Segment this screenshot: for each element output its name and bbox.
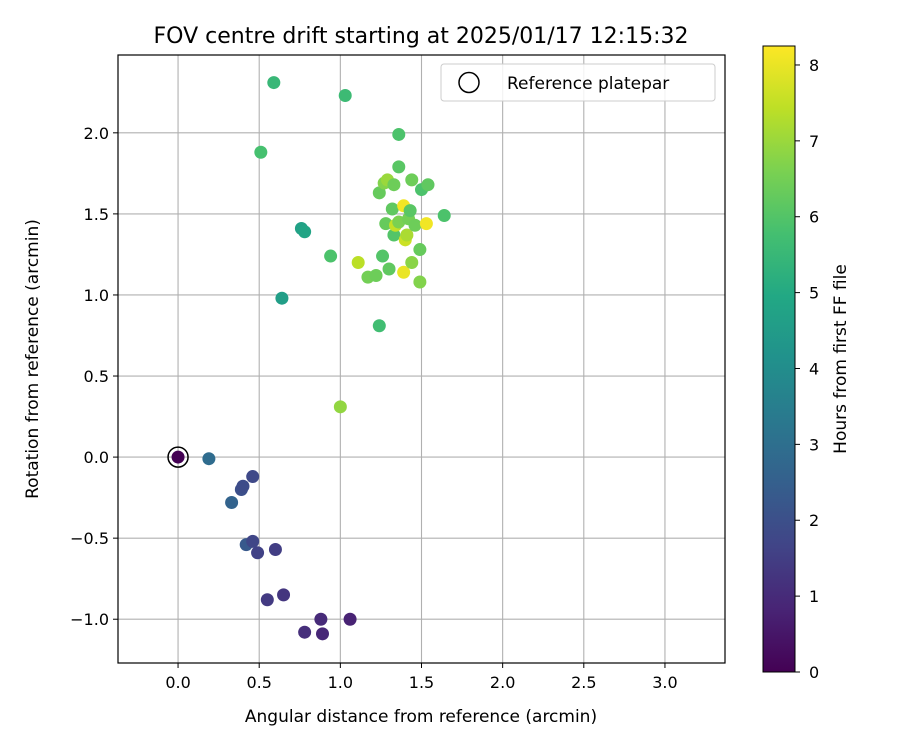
data-point bbox=[405, 256, 419, 270]
x-tick-label: 1.0 bbox=[328, 673, 353, 692]
legend: Reference platepar bbox=[440, 63, 716, 102]
data-point bbox=[385, 202, 399, 216]
colorbar: 0 1 2 3 4 5 6 7 8 Hours from first FF file bbox=[762, 45, 851, 682]
data-point bbox=[408, 218, 422, 232]
data-point bbox=[267, 76, 281, 90]
x-axis-ticks: 0.0 0.5 1.0 1.5 2.0 2.5 3.0 bbox=[165, 663, 678, 692]
reference-platepar-marker bbox=[167, 446, 189, 468]
data-point bbox=[405, 173, 419, 187]
data-point bbox=[343, 612, 357, 626]
data-point bbox=[392, 160, 406, 174]
y-tick-label: 2.0 bbox=[84, 124, 109, 143]
x-tick-label: 0.0 bbox=[165, 673, 190, 692]
data-point bbox=[338, 89, 352, 103]
legend-marker-reference bbox=[458, 71, 480, 94]
data-point bbox=[369, 269, 383, 283]
data-point bbox=[225, 495, 239, 509]
data-point bbox=[260, 593, 274, 607]
data-point bbox=[387, 178, 401, 192]
x-tick-label: 2.5 bbox=[571, 673, 596, 692]
data-point bbox=[314, 612, 328, 626]
data-point bbox=[251, 546, 265, 560]
data-point bbox=[351, 256, 365, 270]
chart-title: FOV centre drift starting at 2025/01/17 … bbox=[154, 24, 689, 49]
colorbar-gradient bbox=[762, 45, 796, 673]
colorbar-tick-label: 3 bbox=[809, 435, 819, 454]
data-point bbox=[376, 249, 390, 263]
colorbar-tick-label: 1 bbox=[809, 587, 819, 606]
data-point bbox=[324, 249, 338, 263]
colorbar-tick-label: 6 bbox=[809, 208, 819, 227]
colorbar-tick-label: 8 bbox=[809, 56, 819, 75]
x-tick-label: 1.5 bbox=[409, 673, 434, 692]
x-axis-label: Angular distance from reference (arcmin) bbox=[245, 707, 597, 727]
y-axis-ticks: −1.0 −0.5 0.0 0.5 1.0 1.5 2.0 bbox=[70, 124, 118, 629]
data-point bbox=[421, 178, 435, 192]
data-point bbox=[268, 543, 282, 557]
y-tick-label: 1.0 bbox=[84, 286, 109, 305]
data-point bbox=[236, 479, 250, 493]
data-point bbox=[254, 145, 268, 159]
x-tick-label: 3.0 bbox=[652, 673, 677, 692]
data-point bbox=[379, 217, 393, 231]
data-point bbox=[387, 228, 401, 242]
colorbar-ticks: 0 1 2 3 4 5 6 7 8 bbox=[795, 56, 819, 682]
y-tick-label: 1.5 bbox=[84, 205, 109, 224]
y-tick-label: −0.5 bbox=[70, 529, 109, 548]
y-tick-label: 0.5 bbox=[84, 367, 109, 386]
data-point bbox=[298, 625, 312, 639]
data-point bbox=[372, 186, 386, 200]
data-point bbox=[392, 127, 406, 141]
colorbar-tick-label: 2 bbox=[809, 511, 819, 530]
colorbar-tick-label: 7 bbox=[809, 132, 819, 151]
data-point bbox=[372, 319, 386, 333]
y-axis-label: Rotation from reference (arcmin) bbox=[23, 219, 43, 499]
data-point bbox=[333, 400, 347, 414]
legend-box bbox=[440, 63, 716, 102]
data-point bbox=[437, 209, 451, 223]
data-point bbox=[277, 588, 291, 602]
data-point bbox=[403, 204, 417, 218]
data-point bbox=[413, 243, 427, 257]
x-tick-label: 0.5 bbox=[246, 673, 271, 692]
data-point bbox=[419, 217, 433, 231]
data-point bbox=[246, 534, 260, 548]
data-point bbox=[246, 470, 260, 484]
data-point bbox=[400, 228, 414, 242]
colorbar-tick-label: 4 bbox=[809, 359, 819, 378]
data-point bbox=[382, 262, 396, 276]
data-point bbox=[298, 225, 312, 239]
grid bbox=[118, 55, 725, 663]
data-points bbox=[167, 76, 451, 641]
data-point bbox=[202, 452, 216, 466]
y-tick-label: 0.0 bbox=[84, 448, 109, 467]
data-point bbox=[397, 265, 411, 279]
colorbar-label: Hours from first FF file bbox=[831, 264, 851, 454]
data-point bbox=[315, 627, 329, 641]
data-point bbox=[275, 291, 289, 305]
data-point bbox=[413, 275, 427, 289]
colorbar-tick-label: 5 bbox=[809, 284, 819, 303]
plot-area bbox=[117, 54, 726, 664]
legend-label-reference: Reference platepar bbox=[507, 74, 669, 94]
data-point bbox=[171, 450, 185, 464]
y-tick-label: −1.0 bbox=[70, 610, 109, 629]
colorbar-tick-label: 0 bbox=[809, 663, 819, 682]
x-tick-label: 2.0 bbox=[490, 673, 515, 692]
